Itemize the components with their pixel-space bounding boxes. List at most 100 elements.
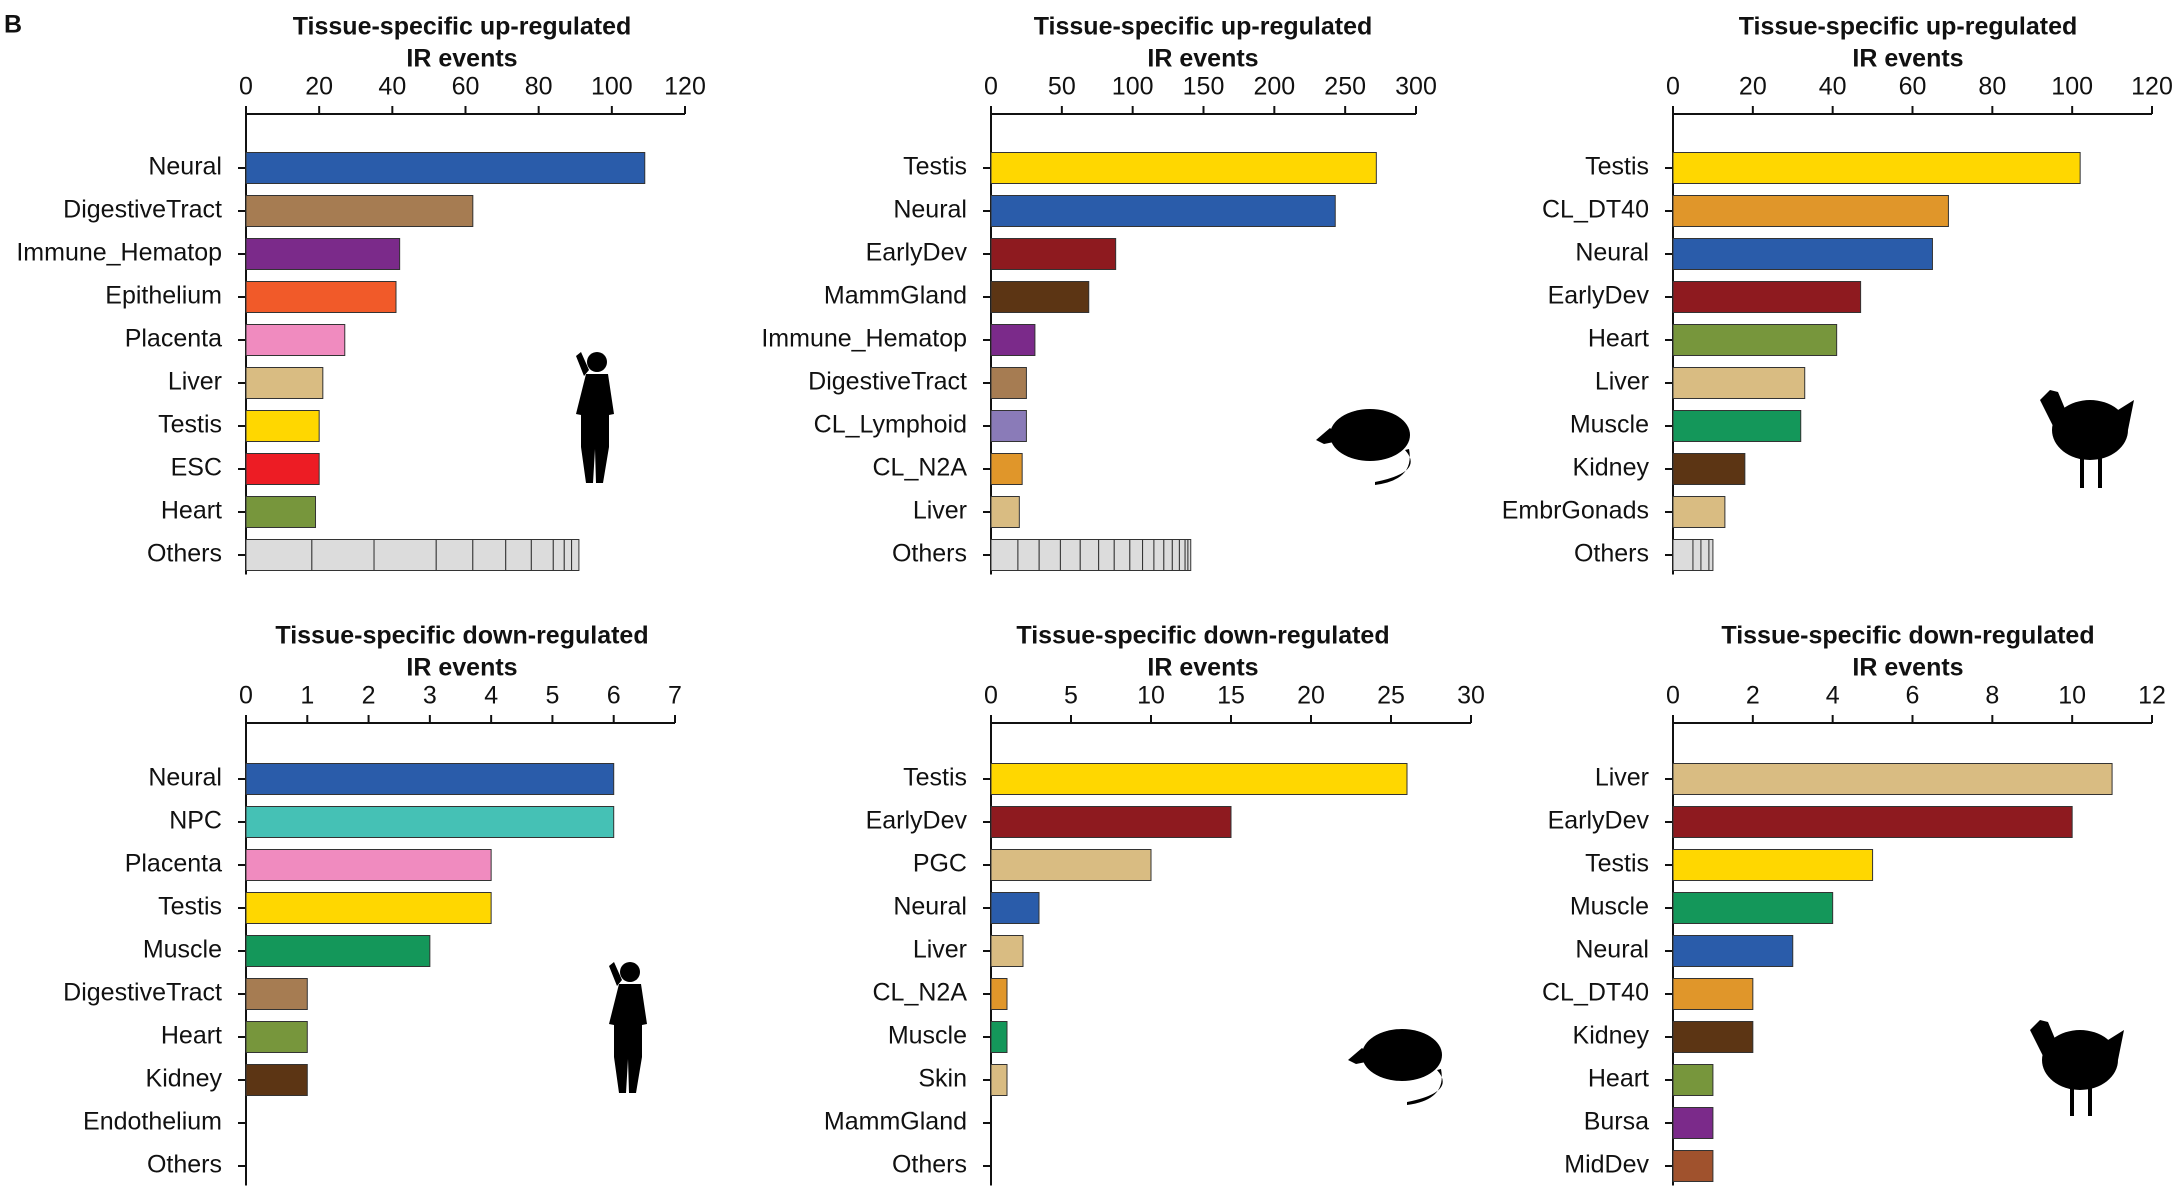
bar [245,195,474,227]
x-tick-label: 6 [607,682,621,710]
bar [245,238,401,270]
y-tick-label: EarlyDev [1548,282,1650,310]
bar-segment [472,539,507,571]
bar [1672,453,1746,485]
bar [245,281,397,313]
mouse-icon [1316,409,1411,485]
y-tick-label: Kidney [1573,1022,1650,1050]
x-tick-label: 1 [300,682,314,710]
y-tick-label: Neural [1575,239,1649,267]
y-tick-label: MammGland [824,282,967,310]
bar [245,849,492,881]
bar [1672,496,1726,528]
x-tick-label: 2 [362,682,376,710]
human-icon [609,962,647,1093]
bar [1672,152,2081,184]
y-tick-label: Liver [1595,764,1649,792]
chart-title: IR events [1147,654,1258,682]
y-tick-label: Testis [158,411,222,439]
x-tick-label: 15 [1217,682,1245,710]
y-tick-label: Others [147,1151,222,1179]
x-tick-label: 40 [378,73,406,101]
y-tick-label: Neural [148,764,222,792]
x-tick-label: 100 [591,73,633,101]
y-tick-label: Heart [161,1022,222,1050]
bar-segment [1038,539,1061,571]
bar [990,806,1232,838]
y-tick-label: MammGland [824,1108,967,1136]
y-tick-label: Neural [893,196,967,224]
y-tick-label: ESC [171,454,222,482]
bar-segment [571,539,580,571]
y-tick-label: Immune_Hematop [761,325,967,353]
y-tick-label: Others [892,540,967,568]
bar [245,935,431,967]
y-tick-label: PGC [913,850,967,878]
y-tick-label: EmbrGonads [1502,497,1649,525]
bar-segment [552,539,565,571]
x-tick-label: 3 [423,682,437,710]
bar [1672,324,1838,356]
x-tick-label: 2 [1746,682,1760,710]
x-tick-label: 4 [484,682,498,710]
y-tick-label: NPC [169,807,222,835]
bar-segment [311,539,375,571]
y-tick-label: CL_N2A [873,979,968,1007]
chart-title: IR events [1147,45,1258,73]
y-tick-label: MidDev [1564,1151,1649,1179]
x-tick-label: 0 [239,682,253,710]
x-tick-label: 6 [1906,682,1920,710]
bar [990,453,1023,485]
y-tick-label: Bursa [1584,1108,1649,1136]
bar [1672,849,1874,881]
x-tick-label: 40 [1819,73,1847,101]
y-tick-label: DigestiveTract [808,368,967,396]
chart-title: Tissue-specific up-regulated [293,13,632,41]
bar [990,496,1020,528]
x-tick-label: 30 [1457,682,1485,710]
x-tick-label: 200 [1253,73,1295,101]
x-tick-label: 100 [2051,73,2093,101]
x-tick-label: 20 [1297,682,1325,710]
y-tick-label: Liver [168,368,222,396]
x-tick-label: 8 [1985,682,1999,710]
bar-segment [1153,539,1165,571]
chart-title: IR events [1852,654,1963,682]
bar-segment [1171,539,1180,571]
bar [1672,892,1834,924]
x-tick-label: 250 [1324,73,1366,101]
bar [990,324,1036,356]
bar [990,195,1336,227]
bar [990,849,1152,881]
bar [1672,978,1754,1010]
y-tick-label: CL_N2A [873,454,968,482]
y-tick-label: Heart [1588,325,1649,353]
y-tick-label: Others [1574,540,1649,568]
bar [1672,281,1862,313]
y-tick-label: Muscle [1570,893,1649,921]
bar [1672,935,1794,967]
bar-segment [1163,539,1173,571]
chart-title: Tissue-specific down-regulated [1721,622,2094,650]
bar-segment [1017,539,1040,571]
bar [990,281,1090,313]
y-tick-label: Placenta [125,325,222,353]
y-tick-label: Liver [913,936,967,964]
bar-segment [1113,539,1131,571]
bar-segment [245,539,313,571]
y-tick-label: Testis [903,764,967,792]
bar [245,806,615,838]
y-tick-label: Neural [148,153,222,181]
bar [1672,1107,1714,1139]
bar [1672,367,1806,399]
x-tick-label: 60 [452,73,480,101]
bar-segment [1692,539,1702,571]
y-tick-label: Endothelium [83,1108,222,1136]
bar-segment [990,539,1019,571]
x-tick-label: 80 [525,73,553,101]
x-tick-label: 5 [545,682,559,710]
bar-segment [373,539,437,571]
y-tick-label: EarlyDev [866,239,968,267]
bar [990,763,1408,795]
x-tick-label: 4 [1826,682,1840,710]
